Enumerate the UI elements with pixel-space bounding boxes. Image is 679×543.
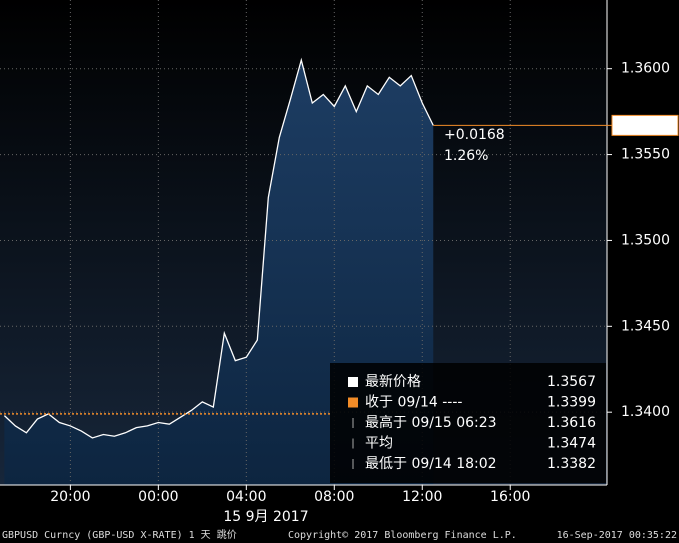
legend-value: 1.3616 [547,415,596,431]
legend-label: 最新价格 [365,374,421,390]
legend-value: 1.3474 [547,436,596,452]
legend-value: 1.3567 [547,374,596,390]
x-tick-label: 12:00 [402,489,442,505]
legend-value: 1.3382 [547,456,596,472]
y-tick-label: 1.3400 [621,404,670,420]
legend-icon [348,377,358,387]
x-tick-label: 16:00 [490,489,530,505]
x-tick-label: 08:00 [314,489,354,505]
date-label: 15 9月 2017 [223,509,308,525]
area [4,60,434,485]
legend-label: 最低于 09/14 18:02 [365,456,497,472]
y-tick-label: 1.3550 [621,147,670,163]
footer-ticker: GBPUSD Curncy (GBP-USD X-RATE) 1 天 跳价 [2,528,237,541]
line [3,57,434,439]
legend-box [330,363,606,483]
legend-label: 最高于 09/15 06:23 [365,414,497,431]
footer-copyright: Copyright© 2017 Bloomberg Finance L.P. [288,530,517,541]
legend-label: 收于 09/14 ---- [365,395,462,411]
x-tick-label: 00:00 [138,489,178,505]
legend-icon [348,397,358,408]
legend-value: 1.3399 [547,395,596,411]
change-label: +0.0168 [444,127,505,143]
last-value-box [611,114,679,136]
y-tick-label: 1.3500 [621,232,670,248]
change-pct-label: 1.26% [444,148,488,164]
footer-timestamp: 16-Sep-2017 00:35:22 [557,530,677,541]
legend-label: 平均 [365,436,393,452]
last-value-label: 1.3567 [619,118,668,134]
y-tick-label: 1.3600 [621,61,670,77]
x-tick-label: 04:00 [226,489,266,505]
y-tick-label: 1.3450 [621,318,670,334]
x-tick-label: 20:00 [50,489,90,505]
